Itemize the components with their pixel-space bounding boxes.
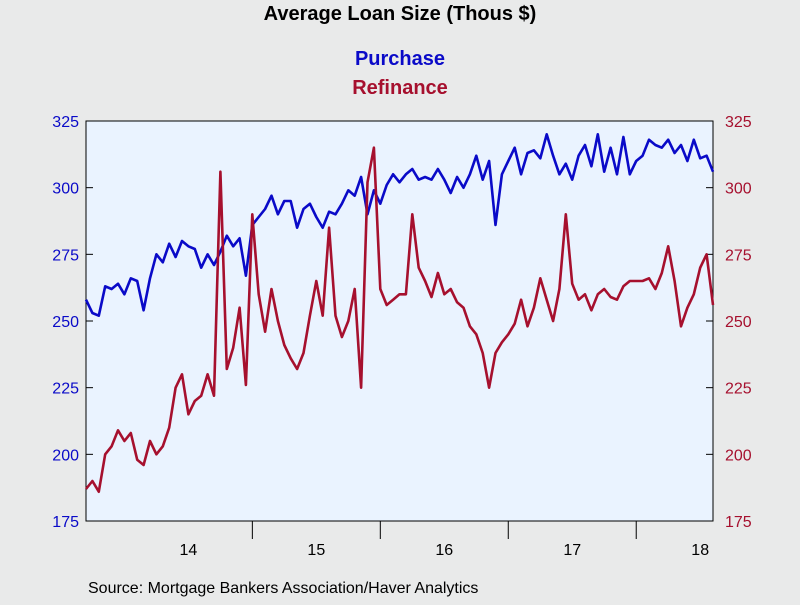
legend-refinance: Refinance: [352, 77, 448, 99]
right-tick-label: 275: [725, 247, 752, 264]
left-tick-label: 275: [52, 247, 79, 264]
left-tick-label: 250: [52, 314, 79, 331]
x-tick-label: 18: [691, 542, 709, 559]
left-tick-label: 325: [52, 114, 79, 131]
chart-title: Average Loan Size (Thous $): [264, 3, 537, 25]
x-tick-label: 14: [179, 542, 197, 559]
x-axis: 14 15 16 17 18: [179, 521, 709, 559]
right-tick-label: 200: [725, 447, 752, 464]
right-tick-label: 175: [725, 514, 752, 531]
series-line-refinance: [84, 146, 715, 494]
series-line-purchase: [84, 133, 715, 318]
x-tick-label: 17: [563, 542, 581, 559]
source-note: Source: Mortgage Bankers Association/Hav…: [88, 580, 478, 597]
left-tick-label: 225: [52, 381, 79, 398]
left-tick-label: 200: [52, 447, 79, 464]
series-layer: [84, 133, 715, 494]
left-tick-label: 300: [52, 181, 79, 198]
right-tick-label: 250: [725, 314, 752, 331]
right-tick-label: 300: [725, 181, 752, 198]
left-axis: 175 200 225 250 275 300 325: [52, 114, 93, 531]
right-tick-label: 325: [725, 114, 752, 131]
x-tick-label: 15: [307, 542, 325, 559]
left-tick-label: 175: [52, 514, 79, 531]
plot-area: [85, 120, 714, 522]
right-tick-label: 225: [725, 381, 752, 398]
x-tick-label: 16: [435, 542, 453, 559]
right-axis: 175 200 225 250 275 300 325: [706, 114, 752, 531]
legend-purchase: Purchase: [355, 48, 445, 70]
